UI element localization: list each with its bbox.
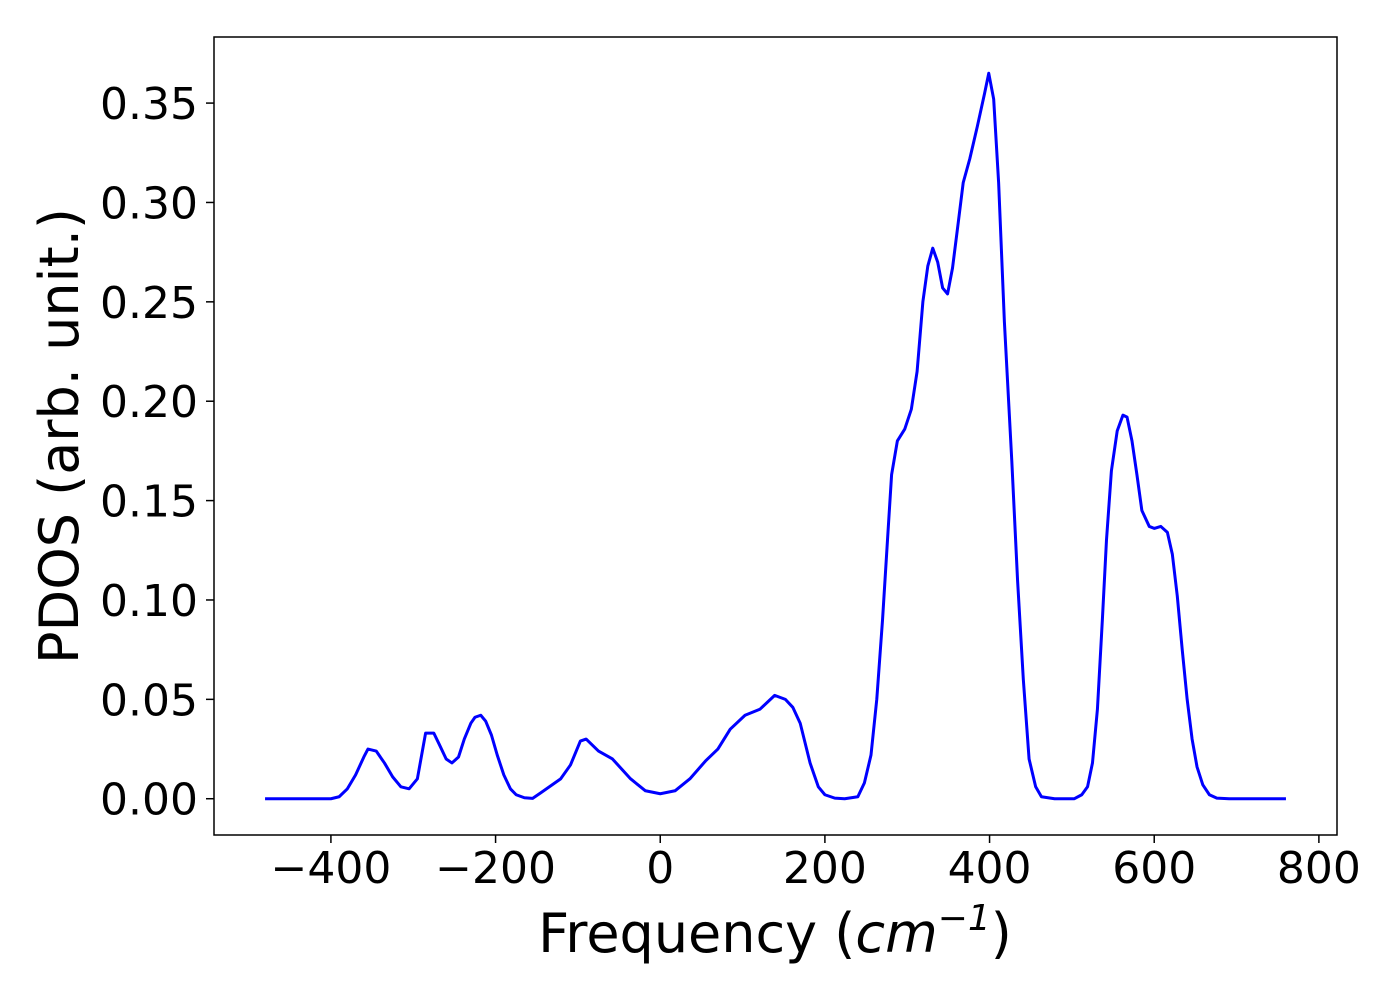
y-tick-label: 0.05 (100, 675, 198, 726)
x-tick-label: 600 (1112, 843, 1196, 894)
y-tick-label: 0.35 (100, 79, 198, 130)
y-tick-label: 0.25 (100, 278, 198, 329)
x-label-unit: cm (855, 902, 937, 965)
x-tick-label: −200 (435, 843, 556, 894)
y-tick-label: 0.20 (100, 377, 198, 428)
x-label-prefix: Frequency ( (538, 902, 855, 965)
y-tick-label: 0.10 (100, 576, 198, 627)
x-label-exponent: −1 (938, 898, 991, 939)
y-tick-label: 0.00 (100, 775, 198, 826)
x-axis-label: Frequency (cm−1) (538, 898, 1012, 965)
x-tick-label: −400 (270, 843, 391, 894)
y-tick-label: 0.30 (100, 178, 198, 229)
plot-frame (213, 36, 1338, 836)
x-label-suffix: ) (991, 902, 1012, 965)
x-tick-label: 800 (1277, 843, 1361, 894)
data-line (265, 71, 1286, 801)
y-tick-label: 0.15 (100, 477, 198, 528)
x-tick-label: 400 (948, 843, 1032, 894)
x-tick-label: 200 (783, 843, 867, 894)
y-axis-label: PDOS (arb. unit.) (28, 208, 91, 664)
x-tick-label: 0 (646, 843, 674, 894)
